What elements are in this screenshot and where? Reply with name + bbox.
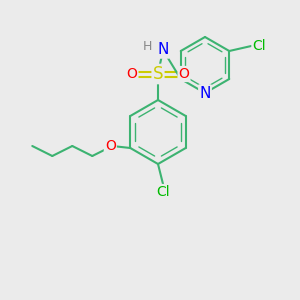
Text: O: O	[178, 67, 189, 81]
Text: N: N	[199, 85, 211, 100]
Text: Cl: Cl	[156, 185, 170, 199]
Text: S: S	[153, 65, 163, 83]
Text: N: N	[157, 43, 169, 58]
Text: Cl: Cl	[252, 39, 266, 53]
Text: O: O	[127, 67, 137, 81]
Text: H: H	[142, 40, 152, 53]
Text: O: O	[105, 139, 116, 153]
